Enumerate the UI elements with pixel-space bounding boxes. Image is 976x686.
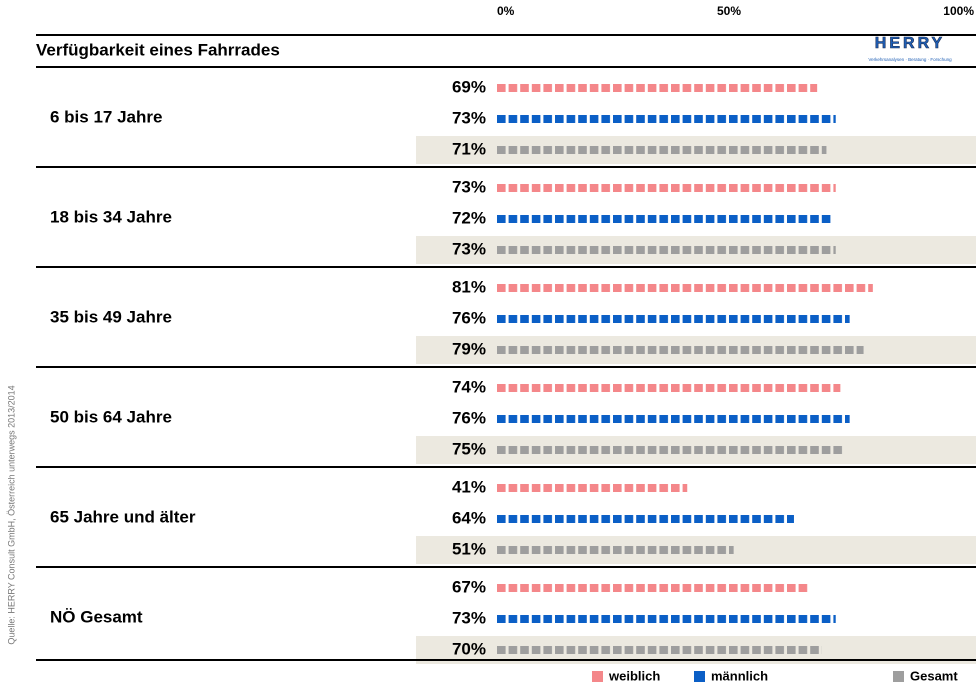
bar (497, 84, 818, 92)
value-label: 73% (452, 239, 486, 258)
value-label: 73% (452, 177, 486, 196)
category-label: NÖ Gesamt (50, 607, 143, 626)
bar (497, 346, 864, 354)
value-label: 79% (452, 339, 486, 358)
x-tick-label: 0% (497, 4, 515, 18)
value-label: 73% (452, 108, 486, 127)
bar (497, 415, 850, 423)
source-note: Quelle: HERRY Consult GmbH, Österreich u… (6, 385, 16, 644)
bar (497, 146, 827, 154)
value-label: 67% (452, 577, 486, 596)
value-label: 76% (452, 308, 486, 327)
value-label: 41% (452, 477, 486, 496)
value-label: 72% (452, 208, 486, 227)
value-label: 81% (452, 277, 486, 296)
value-label: 76% (452, 408, 486, 427)
bar (497, 215, 832, 223)
category-label: 18 bis 34 Jahre (50, 207, 172, 226)
value-label: 74% (452, 377, 486, 396)
bar (497, 384, 841, 392)
x-tick-label: 50% (717, 4, 741, 18)
bar (497, 515, 794, 523)
bar (497, 284, 873, 292)
value-label: 71% (452, 139, 486, 158)
bar (497, 246, 836, 254)
value-label: 73% (452, 608, 486, 627)
logo-tagline: Verkehrsanalysen · Beratung · Forschung (868, 57, 952, 62)
category-label: 6 bis 17 Jahre (50, 107, 162, 126)
legend-swatch (694, 671, 705, 682)
bar (497, 615, 836, 623)
value-label: 70% (452, 639, 486, 658)
legend-swatch (893, 671, 904, 682)
logo: HERRY (875, 35, 945, 52)
legend-swatch (592, 671, 603, 682)
category-label: 65 Jahre und älter (50, 507, 196, 526)
legend-label: weiblich (608, 668, 660, 683)
x-tick-label: 100% (943, 4, 974, 18)
value-label: 75% (452, 439, 486, 458)
value-label: 64% (452, 508, 486, 527)
bar (497, 184, 836, 192)
bar (497, 315, 850, 323)
bar (497, 646, 822, 654)
bar (497, 446, 845, 454)
bar (497, 484, 688, 492)
category-label: 35 bis 49 Jahre (50, 307, 172, 326)
category-label: 50 bis 64 Jahre (50, 407, 172, 426)
chart-title: Verfügbarkeit eines Fahrrades (36, 40, 280, 59)
legend-label: Gesamt (910, 668, 958, 683)
value-label: 69% (452, 77, 486, 96)
bar (497, 115, 836, 123)
bar (497, 546, 734, 554)
legend-label: männlich (711, 668, 768, 683)
bar (497, 584, 808, 592)
value-label: 51% (452, 539, 486, 558)
